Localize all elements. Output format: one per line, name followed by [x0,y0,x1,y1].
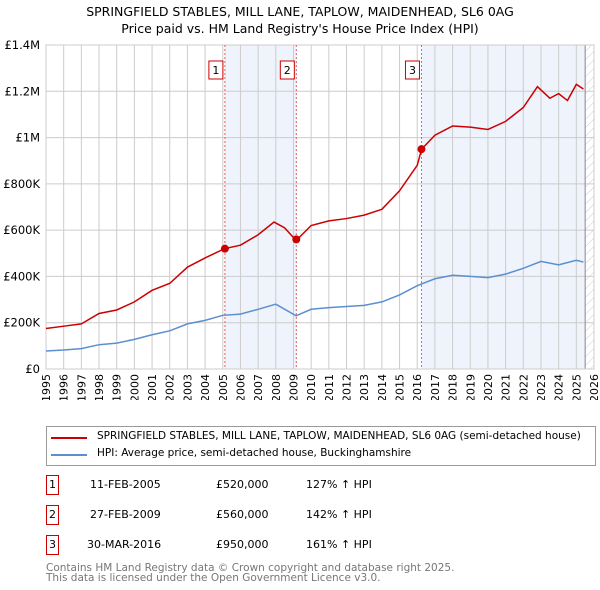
x-tick-label: 2024 [553,374,566,400]
sale-label-box [404,60,420,80]
x-tick-label: 2013 [358,374,371,400]
y-tick-label: £200K [3,316,40,330]
title-line: SPRINGFIELD STABLES, MILL LANE, TAPLOW, … [86,4,514,19]
shaded-period [421,45,586,369]
sale-date: 11-FEB-2005 [90,478,161,491]
sale-row: 1 11-FEB-2005 £520,000 127% ↑ HPI [46,475,446,495]
sale-price: £560,000 [216,508,269,521]
y-tick-label: £1.4M [4,38,40,52]
sale-hpi: 142% ↑ HPI [306,508,372,521]
sale-point [417,145,426,154]
y-tick-label: £400K [3,269,40,283]
sale-marker-badge: 2 [46,505,59,525]
sale-price: £950,000 [216,538,269,551]
x-tick-label: 2006 [234,374,247,400]
sale-label: 1 [212,64,219,77]
footer-line-2: This data is licensed under the Open Gov… [46,572,381,584]
legend-swatch-hpi [51,454,87,456]
x-tick-label: 2001 [146,374,159,400]
x-tick-label: 2010 [305,374,318,400]
sale-hpi: 127% ↑ HPI [306,478,372,491]
x-tick-label: 2007 [252,374,265,400]
x-tick-label: 2019 [464,374,477,400]
legend: SPRINGFIELD STABLES, MILL LANE, TAPLOW, … [46,426,596,466]
x-tick-label: 1998 [93,374,106,400]
sale-marker-badge: 1 [46,475,59,495]
sale-label: 2 [284,64,291,77]
footer-line-1: Contains HM Land Registry data © Crown c… [46,562,455,574]
legend-label-hpi: HPI: Average price, semi-detached house,… [97,447,412,459]
x-tick-label: 2025 [570,374,583,400]
x-tick-label: 2012 [341,374,354,400]
x-tick-label: 2022 [517,374,530,400]
y-tick-label: £600K [3,223,40,237]
x-tick-label: 2016 [411,374,424,400]
sale-row: 2 27-FEB-2009 £560,000 142% ↑ HPI [46,505,446,525]
sale-marker-badge: 3 [46,535,59,555]
x-tick-label: 2011 [323,374,336,400]
y-tick-label: £1M [15,131,40,145]
x-tick-label: 1996 [58,374,71,400]
x-tick-label: 2018 [447,374,460,400]
chart-title: SPRINGFIELD STABLES, MILL LANE, TAPLOW, … [0,3,600,37]
x-tick-label: 2008 [270,374,283,400]
sale-point [292,235,301,244]
sale-date: 30-MAR-2016 [87,538,162,551]
sale-date: 27-FEB-2009 [90,508,161,521]
y-tick-label: £1.2M [4,84,40,98]
plot-frame [45,44,595,370]
x-tick-label: 2017 [429,374,442,400]
y-tick-label: £800K [3,177,40,191]
x-tick-label: 2000 [128,374,141,400]
legend-label-property: SPRINGFIELD STABLES, MILL LANE, TAPLOW, … [97,430,581,442]
x-tick-label: 1995 [40,374,53,400]
sale-row: 3 30-MAR-2016 £950,000 161% ↑ HPI [46,535,446,555]
x-tick-label: 2014 [376,374,389,400]
price-chart: 1995 1996 1997 1998 1999 2000 2001 2002 2003 2004… [3,38,600,400]
x-tick-label: 1999 [111,374,124,400]
x-tick-label: 2026 [588,374,600,400]
sale-label: 3 [409,64,416,77]
sale-label-box [208,60,224,80]
forecast-hatch [585,45,594,369]
x-tick-label: 1997 [75,374,88,400]
x-tick-label: 2009 [287,374,300,400]
x-tick-label: 2023 [535,374,548,400]
subtitle-line: Price paid vs. HM Land Registry's House … [121,21,479,36]
shaded-period [224,45,297,369]
sale-label-box [279,60,295,80]
x-tick-label: 2015 [394,374,407,400]
x-tick-label: 2005 [217,374,230,400]
y-tick-label: £0 [25,362,40,376]
series-line [45,259,584,352]
x-tick-label: 2002 [164,374,177,400]
x-tick-label: 2021 [500,374,513,400]
legend-swatch-property [51,437,87,439]
x-tick-label: 2004 [199,374,212,400]
series-line [45,83,584,330]
x-tick-label: 2003 [181,374,194,400]
sale-price: £520,000 [216,478,269,491]
x-tick-label: 2020 [482,374,495,400]
footer: Contains HM Land Registry data © Crown c… [46,562,455,584]
sale-hpi: 161% ↑ HPI [306,538,372,551]
sale-point [220,244,229,253]
